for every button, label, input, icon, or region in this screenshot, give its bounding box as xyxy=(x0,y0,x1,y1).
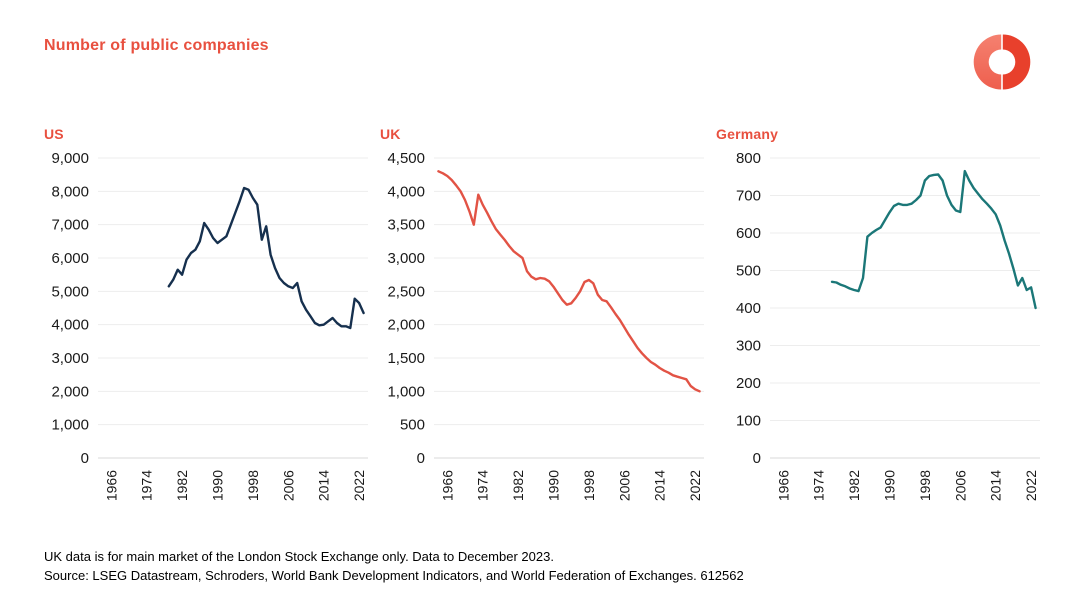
x-tick-label: 1990 xyxy=(546,470,562,501)
y-tick-label: 2,000 xyxy=(387,317,425,334)
y-tick-label: 600 xyxy=(736,225,761,242)
y-tick-label: 5,000 xyxy=(51,283,89,300)
x-tick-label: 2014 xyxy=(988,470,1004,501)
y-tick-label: 100 xyxy=(736,413,761,430)
x-tick-label: 2014 xyxy=(316,470,332,501)
y-tick-label: 1,500 xyxy=(387,350,425,367)
germany-chart-canvas: 0 100 200 300 400 500 600 700 800 1966 1974 1982 199… xyxy=(736,150,1040,501)
x-tick-label: 2014 xyxy=(652,470,668,501)
y-tick-label: 3,500 xyxy=(387,217,425,234)
x-tick-label: 1982 xyxy=(174,470,190,501)
y-tick-label: 6,000 xyxy=(51,250,89,267)
y-tick-label: 0 xyxy=(417,450,425,467)
x-tick-label: 1974 xyxy=(475,470,491,501)
us-series-line xyxy=(167,186,365,330)
y-tick-label: 1,000 xyxy=(51,417,89,434)
y-tick-label: 7,000 xyxy=(51,217,89,234)
uk-chart-canvas: 0 500 1,000 1,500 2,000 2,500 3,000 3,500 4,000 4… xyxy=(387,150,704,501)
x-tick-label: 1974 xyxy=(811,470,827,501)
x-tick-label: 2006 xyxy=(616,470,632,501)
chart-germany: Germany 0 100 200 300 400 500 600 700 800 1966 197… xyxy=(716,126,1046,522)
us-chart-canvas: 0 1,000 2,000 3,000 4,000 5,000 6,000 7,000 8,00… xyxy=(51,150,368,501)
y-tick-label: 2,500 xyxy=(387,283,425,300)
x-tick-label: 2006 xyxy=(280,470,296,501)
x-tick-label: 1998 xyxy=(917,470,933,501)
x-tick-label: 1982 xyxy=(846,470,862,501)
y-tick-label: 400 xyxy=(736,300,761,317)
y-tick-label: 3,000 xyxy=(387,250,425,267)
x-tick-label: 2022 xyxy=(687,470,703,501)
uk-series-line xyxy=(437,170,701,393)
y-tick-label: 700 xyxy=(736,188,761,205)
y-tick-label: 0 xyxy=(753,450,761,467)
x-tick-label: 2006 xyxy=(952,470,968,501)
logo-right-half xyxy=(1002,34,1031,90)
germany-series-line xyxy=(830,169,1037,310)
logo-left-half xyxy=(973,34,1002,90)
x-tick-label: 2022 xyxy=(1023,470,1039,501)
x-tick-label: 1982 xyxy=(510,470,526,501)
x-tick-label: 2022 xyxy=(351,470,367,501)
y-tick-label: 4,000 xyxy=(387,183,425,200)
x-tick-label: 1974 xyxy=(139,470,155,501)
x-tick-label: 1998 xyxy=(581,470,597,501)
y-tick-label: 1,000 xyxy=(387,383,425,400)
schroders-donut-logo xyxy=(973,34,1031,90)
footnote-line-1: UK data is for main market of the London… xyxy=(44,549,554,564)
x-tick-label: 1966 xyxy=(775,470,791,501)
y-tick-label: 300 xyxy=(736,338,761,355)
x-tick-label: 1990 xyxy=(882,470,898,501)
chart-uk: UK 0 500 1,000 1,500 2,000 2,500 3,000 3,500 4,0… xyxy=(380,126,710,522)
chart-title-germany: Germany xyxy=(716,126,779,142)
page-title: Number of public companies xyxy=(44,37,269,54)
y-tick-label: 500 xyxy=(400,417,425,434)
chart-us: US 0 1,000 2,000 3,000 4,000 5,000 6,000 7,000 8… xyxy=(44,126,374,522)
y-tick-label: 4,000 xyxy=(51,317,89,334)
y-tick-label: 9,000 xyxy=(51,150,89,167)
x-tick-label: 1966 xyxy=(439,470,455,501)
footnotes: UK data is for main market of the London… xyxy=(44,547,744,585)
footnote-line-2: Source: LSEG Datastream, Schroders, Worl… xyxy=(44,568,744,583)
x-tick-label: 1998 xyxy=(245,470,261,501)
chart-title-uk: UK xyxy=(380,126,401,142)
y-tick-label: 500 xyxy=(736,263,761,280)
y-tick-label: 200 xyxy=(736,375,761,392)
y-tick-label: 3,000 xyxy=(51,350,89,367)
y-tick-label: 4,500 xyxy=(387,150,425,167)
x-tick-label: 1990 xyxy=(210,470,226,501)
charts-row: US 0 1,000 2,000 3,000 4,000 5,000 6,000 7,000 8… xyxy=(44,126,1046,522)
y-tick-label: 8,000 xyxy=(51,183,89,200)
x-tick-label: 1966 xyxy=(103,470,119,501)
y-tick-label: 800 xyxy=(736,150,761,167)
y-tick-label: 2,000 xyxy=(51,383,89,400)
y-tick-label: 0 xyxy=(81,450,89,467)
chart-title-us: US xyxy=(44,126,64,142)
